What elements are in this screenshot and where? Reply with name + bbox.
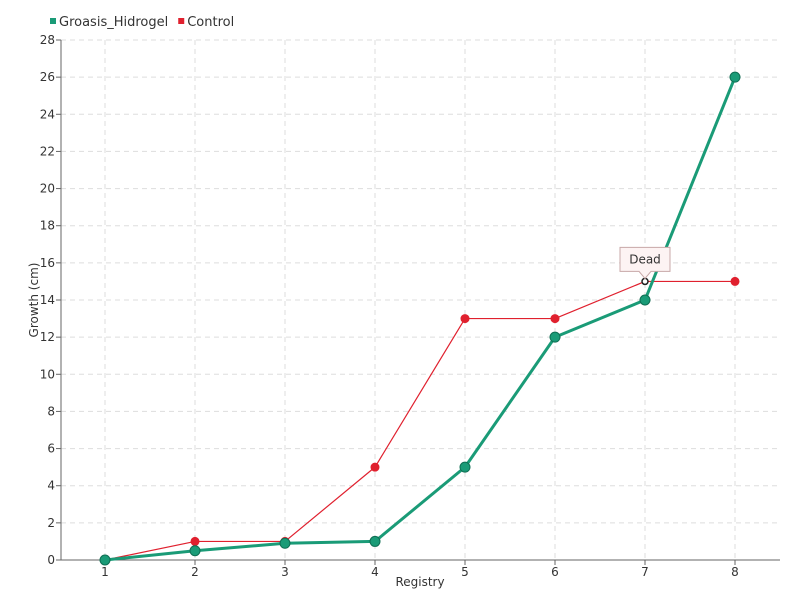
data-point[interactable] — [729, 71, 741, 83]
x-tick-label: 6 — [551, 565, 559, 579]
data-point[interactable] — [370, 462, 380, 472]
data-point-marked[interactable] — [641, 277, 649, 286]
y-tick-label: 10 — [40, 367, 55, 381]
legend-item[interactable]: Control — [178, 15, 234, 30]
data-point[interactable] — [550, 314, 560, 324]
legend-label: Control — [187, 15, 234, 30]
data-point[interactable] — [190, 536, 200, 546]
y-tick-label: 0 — [47, 553, 55, 567]
data-point[interactable] — [279, 537, 291, 549]
data-point[interactable] — [549, 331, 561, 343]
data-point[interactable] — [99, 554, 111, 566]
y-tick-label: 4 — [47, 479, 55, 493]
legend-label: Groasis_Hidrogel — [59, 15, 168, 30]
y-tick-label: 20 — [40, 182, 55, 196]
x-tick-label: 3 — [281, 565, 289, 579]
y-tick-label: 6 — [47, 442, 55, 456]
data-point[interactable] — [460, 314, 470, 324]
series-line — [104, 280, 735, 561]
y-tick-label: 26 — [40, 70, 55, 84]
y-tick-label: 2 — [47, 516, 55, 530]
grid — [61, 39, 780, 560]
data-point[interactable] — [369, 535, 381, 547]
data-point[interactable] — [730, 276, 740, 286]
data-point[interactable] — [639, 294, 651, 306]
legend-item[interactable]: Groasis_Hidrogel — [50, 15, 168, 30]
x-axis-title: Registry — [395, 575, 444, 589]
y-tick-label: 12 — [40, 330, 55, 344]
y-tick-label: 16 — [40, 256, 55, 270]
legend-swatch — [50, 18, 56, 24]
data-point[interactable] — [189, 545, 201, 557]
series-groasis-hidrogel — [99, 71, 741, 566]
series-control — [100, 276, 740, 565]
data-point[interactable] — [459, 461, 471, 473]
y-tick-label: 14 — [40, 293, 55, 307]
x-tick-label: 7 — [641, 565, 649, 579]
y-tick-label: 24 — [40, 107, 55, 121]
series-layer — [99, 71, 741, 566]
x-tick-label: 5 — [461, 565, 469, 579]
annotation-label: Dead — [629, 252, 661, 266]
annotation-box — [619, 246, 671, 280]
legend[interactable]: Groasis_Hidrogel Control — [50, 15, 234, 30]
x-tick-label: 4 — [371, 565, 379, 579]
y-axis-title: Growth (cm) — [27, 263, 41, 338]
series-line — [104, 76, 737, 562]
annotations: Dead — [619, 246, 671, 280]
y-tick-label: 18 — [40, 219, 55, 233]
annotation-callout: Dead — [619, 246, 671, 280]
x-tick-label: 8 — [731, 565, 739, 579]
x-tick-label: 1 — [101, 565, 109, 579]
x-tick-label: 2 — [191, 565, 199, 579]
y-tick-label: 22 — [40, 144, 55, 158]
y-tick-label: 8 — [47, 404, 55, 418]
axes — [60, 40, 780, 561]
legend-swatch — [178, 18, 185, 24]
y-tick-label: 28 — [40, 33, 55, 47]
